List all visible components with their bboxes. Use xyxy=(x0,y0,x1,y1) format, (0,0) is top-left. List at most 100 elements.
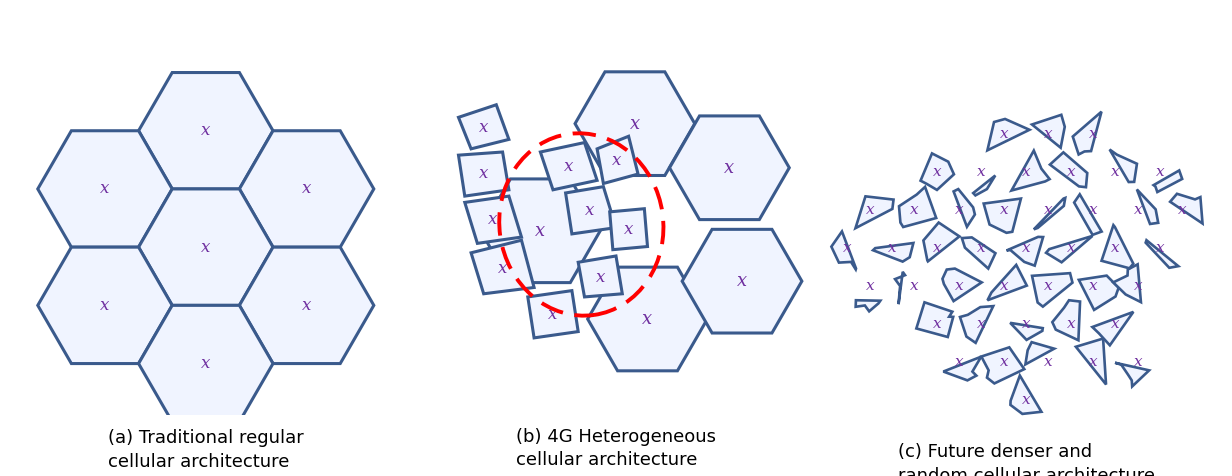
Text: x: x xyxy=(302,297,312,314)
Text: x: x xyxy=(724,159,734,177)
Polygon shape xyxy=(1101,225,1133,268)
Text: x: x xyxy=(1156,165,1164,179)
Polygon shape xyxy=(588,267,707,371)
Text: x: x xyxy=(595,269,605,286)
Text: x: x xyxy=(1133,355,1142,369)
Polygon shape xyxy=(982,347,1024,384)
Text: x: x xyxy=(1178,203,1186,217)
Polygon shape xyxy=(1076,338,1106,385)
Polygon shape xyxy=(38,247,172,364)
Polygon shape xyxy=(1010,376,1041,414)
Text: x: x xyxy=(1045,279,1053,293)
Text: x: x xyxy=(612,152,621,169)
Text: (b) 4G Heterogeneous
cellular architecture: (b) 4G Heterogeneous cellular architectu… xyxy=(516,427,716,469)
Polygon shape xyxy=(565,187,616,234)
Polygon shape xyxy=(1137,189,1158,224)
Polygon shape xyxy=(962,238,995,268)
Polygon shape xyxy=(899,187,936,227)
Polygon shape xyxy=(458,105,509,149)
Polygon shape xyxy=(1114,264,1141,302)
Text: x: x xyxy=(1021,393,1030,407)
Polygon shape xyxy=(1052,300,1080,340)
Polygon shape xyxy=(1046,236,1093,262)
Polygon shape xyxy=(917,302,954,337)
Polygon shape xyxy=(920,153,954,190)
Polygon shape xyxy=(944,357,981,380)
Text: x: x xyxy=(536,222,546,240)
Text: x: x xyxy=(1156,241,1164,255)
Text: x: x xyxy=(548,306,558,323)
Text: x: x xyxy=(1021,241,1030,255)
Polygon shape xyxy=(1110,149,1137,182)
Text: x: x xyxy=(866,279,875,293)
Text: (c) Future denser and
random cellular architecture: (c) Future denser and random cellular ar… xyxy=(898,443,1154,476)
Text: x: x xyxy=(201,122,211,139)
Polygon shape xyxy=(983,198,1021,233)
Polygon shape xyxy=(464,196,521,243)
Polygon shape xyxy=(138,72,274,189)
Polygon shape xyxy=(1010,323,1042,340)
Text: x: x xyxy=(100,180,110,198)
Text: x: x xyxy=(999,203,1008,217)
Polygon shape xyxy=(1025,342,1055,365)
Text: x: x xyxy=(1045,203,1053,217)
Polygon shape xyxy=(527,291,578,338)
Polygon shape xyxy=(1032,273,1073,307)
Text: x: x xyxy=(201,238,211,256)
Text: x: x xyxy=(955,279,963,293)
Text: x: x xyxy=(201,355,211,372)
Text: (a) Traditional regular
cellular architecture: (a) Traditional regular cellular archite… xyxy=(108,429,303,471)
Polygon shape xyxy=(598,136,638,184)
Polygon shape xyxy=(1146,240,1178,268)
Polygon shape xyxy=(575,72,695,176)
Polygon shape xyxy=(1032,115,1064,148)
Text: x: x xyxy=(910,203,919,217)
Polygon shape xyxy=(1074,194,1101,235)
Text: x: x xyxy=(1021,165,1030,179)
Text: x: x xyxy=(623,221,633,238)
Text: x: x xyxy=(737,272,747,290)
Text: x: x xyxy=(933,317,941,331)
Polygon shape xyxy=(683,229,802,333)
Text: x: x xyxy=(479,165,488,182)
Polygon shape xyxy=(471,240,535,294)
Text: x: x xyxy=(1111,165,1120,179)
Polygon shape xyxy=(1034,198,1066,229)
Text: x: x xyxy=(1045,127,1053,141)
Text: x: x xyxy=(584,202,594,219)
Text: x: x xyxy=(498,260,508,277)
Polygon shape xyxy=(138,189,274,306)
Polygon shape xyxy=(1153,170,1183,192)
Text: x: x xyxy=(488,211,498,228)
Text: x: x xyxy=(1067,317,1076,331)
Text: x: x xyxy=(955,355,963,369)
Polygon shape xyxy=(1073,112,1101,155)
Polygon shape xyxy=(239,131,373,247)
Text: x: x xyxy=(977,317,986,331)
Text: x: x xyxy=(910,279,919,293)
Polygon shape xyxy=(960,306,993,343)
Polygon shape xyxy=(480,179,600,283)
Text: x: x xyxy=(642,310,653,328)
Text: x: x xyxy=(1089,127,1098,141)
Polygon shape xyxy=(1050,152,1088,187)
Polygon shape xyxy=(924,223,960,261)
Polygon shape xyxy=(855,196,893,228)
Text: x: x xyxy=(888,241,897,255)
Polygon shape xyxy=(1011,150,1050,190)
Text: x: x xyxy=(1089,203,1098,217)
Text: x: x xyxy=(999,279,1008,293)
Polygon shape xyxy=(988,265,1026,300)
Text: x: x xyxy=(955,203,963,217)
Text: x: x xyxy=(1111,241,1120,255)
Text: x: x xyxy=(933,241,941,255)
Polygon shape xyxy=(138,306,274,422)
Text: x: x xyxy=(933,165,941,179)
Polygon shape xyxy=(973,176,995,196)
Polygon shape xyxy=(1093,312,1133,345)
Polygon shape xyxy=(38,131,172,247)
Text: x: x xyxy=(844,241,853,255)
Polygon shape xyxy=(894,272,906,304)
Polygon shape xyxy=(1115,363,1149,387)
Polygon shape xyxy=(954,189,975,227)
